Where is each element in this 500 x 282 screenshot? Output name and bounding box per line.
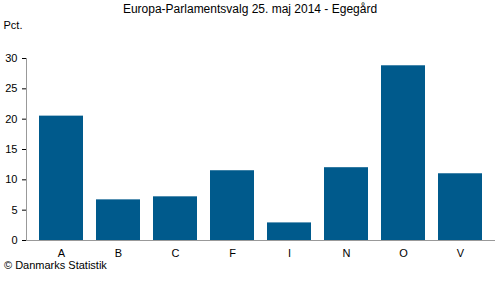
svg-text:I: I [288, 247, 291, 258]
svg-text:N: N [343, 247, 351, 258]
svg-text:30: 30 [5, 52, 17, 64]
svg-text:O: O [399, 247, 408, 258]
svg-text:A: A [58, 247, 66, 258]
svg-text:0: 0 [11, 234, 17, 246]
svg-text:V: V [457, 247, 465, 258]
html-text:© Danmarks Statistik: © Danmarks Statistik [4, 259, 107, 271]
svg-text:15: 15 [5, 143, 17, 155]
html-text:Europa-Parlamentsvalg 25. maj: Europa-Parlamentsvalg 25. maj 2014 - Ege… [122, 2, 378, 16]
svg-text:C: C [172, 247, 180, 258]
svg-text:10: 10 [5, 173, 17, 185]
svg-text:Pct.: Pct. [4, 19, 23, 31]
svg-text:F: F [229, 247, 236, 258]
svg-text:20: 20 [5, 113, 17, 125]
svg-text:25: 25 [5, 82, 17, 94]
svg-text:B: B [115, 247, 122, 258]
svg-text:5: 5 [11, 204, 17, 216]
